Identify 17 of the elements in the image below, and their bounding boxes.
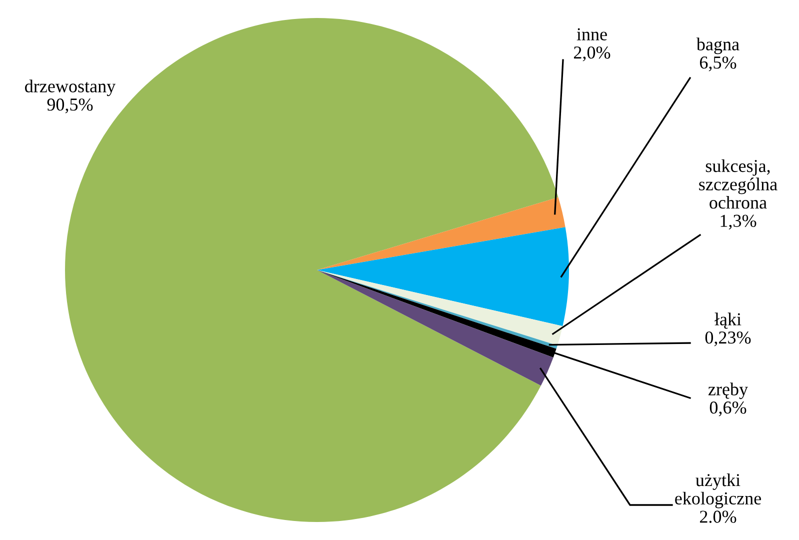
pie-slice [317, 227, 569, 326]
data-label: 0,23% [705, 331, 751, 346]
pie-slice [317, 197, 566, 270]
slice-label: zręby [708, 382, 748, 400]
data-label: 0,6% [710, 401, 746, 416]
slice-label: bagna [696, 38, 740, 54]
data-label: 2,0% [574, 46, 610, 62]
data-label: 90,5% [47, 98, 93, 114]
slice-label: inne [576, 28, 607, 40]
pie-slice [317, 270, 554, 386]
slice-label: łąki [714, 312, 742, 329]
data-label: 6,5% [700, 56, 736, 72]
slice-label: użytki ekologiczne [675, 474, 761, 508]
slice-label: drzewostany [25, 80, 116, 96]
slice-label: sukcesja, szczególna ochrona [699, 159, 778, 209]
data-label: 2.0% [700, 510, 736, 523]
data-label: 1,3% [720, 214, 756, 230]
